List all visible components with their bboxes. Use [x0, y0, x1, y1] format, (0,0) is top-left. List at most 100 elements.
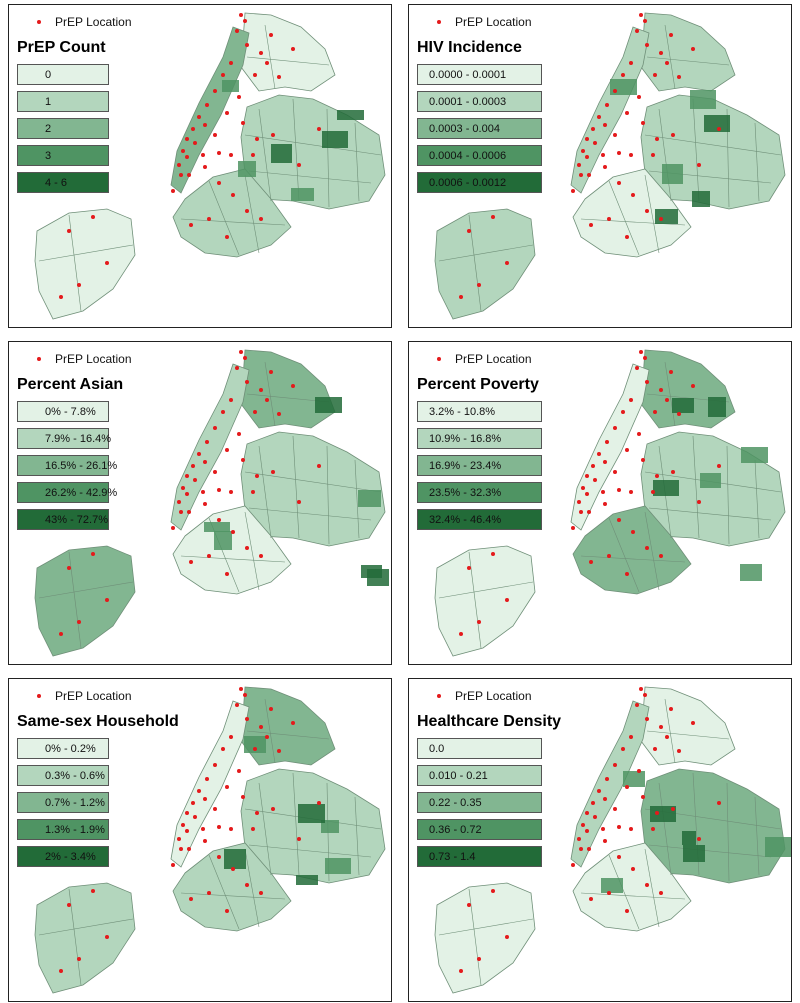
prep-location-marker — [631, 867, 635, 871]
prep-location-marker — [291, 721, 295, 725]
district-line — [208, 854, 240, 930]
prep-location-marker — [193, 141, 197, 145]
prep-location-marker — [491, 889, 495, 893]
borough-map — [434, 349, 786, 657]
prep-location-marker — [579, 173, 583, 177]
prep-location-marker — [459, 632, 463, 636]
prep-location-marker — [225, 111, 229, 115]
prep-location-marker — [653, 73, 657, 77]
prep-location-marker — [601, 490, 605, 494]
prep-location-marker — [659, 725, 663, 729]
district-line — [264, 698, 276, 764]
prep-location-marker — [251, 827, 255, 831]
district-line — [248, 844, 372, 858]
prep-location-marker — [717, 127, 721, 131]
prep-location-marker — [297, 163, 301, 167]
prep-location-dot-icon — [437, 693, 441, 698]
prep-location-marker — [585, 811, 589, 815]
borough-staten — [434, 208, 536, 320]
district-highlight — [672, 398, 694, 413]
legend-swatch — [417, 509, 542, 530]
prep-location-dot-icon — [437, 356, 441, 361]
district-highlight — [244, 736, 266, 753]
district-line — [580, 555, 686, 563]
prep-location-marker — [589, 560, 593, 564]
district-highlight — [271, 144, 292, 163]
prep-location-marker — [577, 837, 581, 841]
prep-location-marker — [259, 554, 263, 558]
borough-map — [434, 686, 791, 994]
district-highlight — [765, 837, 791, 857]
legend-label: 0% - 7.8% — [45, 406, 96, 418]
prep-location-marker — [637, 95, 641, 99]
district-highlight — [682, 831, 696, 845]
prep-location-marker — [213, 807, 217, 811]
prep-location-marker — [591, 127, 595, 131]
prep-location-marker — [213, 89, 217, 93]
district-highlight — [650, 806, 676, 822]
prep-location-marker — [585, 155, 589, 159]
district-line — [646, 730, 730, 740]
prep-location-marker — [605, 777, 609, 781]
prep-location-legend: PrEP Location — [37, 15, 132, 29]
district-highlight — [298, 804, 325, 823]
district-line — [180, 218, 286, 226]
legend-swatch — [417, 765, 542, 786]
prep-location-marker — [229, 61, 233, 65]
map-panel-healthcare-density: PrEP Location Healthcare Density 0.0 0.0… — [408, 678, 792, 1002]
district-line — [644, 511, 660, 591]
district-line — [646, 56, 730, 66]
prep-location-marker — [625, 572, 629, 576]
prep-location-marker — [581, 486, 585, 490]
prep-location-marker — [189, 897, 193, 901]
prep-location-marker — [645, 43, 649, 47]
prep-location-marker — [613, 807, 617, 811]
prep-location-marker — [629, 490, 633, 494]
prep-location-marker — [241, 121, 245, 125]
prep-location-marker — [221, 73, 225, 77]
district-line — [664, 361, 676, 427]
prep-location-marker — [603, 502, 607, 506]
prep-location-marker — [185, 474, 189, 478]
prep-location-marker — [105, 261, 109, 265]
prep-location-marker — [653, 747, 657, 751]
prep-location-marker — [717, 801, 721, 805]
prep-location-marker — [177, 837, 181, 841]
prep-location-marker — [59, 632, 63, 636]
borough-manhattan — [570, 363, 650, 531]
prep-location-marker — [659, 891, 663, 895]
prep-location-marker — [651, 153, 655, 157]
district-line — [658, 108, 672, 202]
district-line — [664, 698, 676, 764]
prep-location-marker — [269, 370, 273, 374]
prep-location-marker — [603, 460, 607, 464]
district-line — [38, 581, 134, 599]
prep-location-marker — [203, 123, 207, 127]
prep-location-marker — [171, 526, 175, 530]
prep-location-marker — [589, 223, 593, 227]
prep-location-marker — [185, 155, 189, 159]
borough-staten — [34, 545, 136, 657]
map-panel-prep-count: PrEP Location PrEP Count 0 1 2 3 4 - 6 — [8, 4, 392, 328]
prep-location-marker — [193, 815, 197, 819]
prep-location-marker — [245, 43, 249, 47]
prep-location-marker — [639, 350, 643, 354]
prep-location-marker — [607, 554, 611, 558]
prep-location-marker — [639, 13, 643, 17]
prep-location-marker — [665, 398, 669, 402]
panel-title: Percent Poverty — [417, 376, 539, 393]
district-line — [438, 244, 534, 262]
prep-location-marker — [585, 829, 589, 833]
prep-location-marker — [251, 490, 255, 494]
prep-location-marker — [617, 151, 621, 155]
borough-manhattan — [170, 363, 250, 531]
prep-location-marker — [677, 749, 681, 753]
prep-location-marker — [271, 470, 275, 474]
prep-location-marker — [593, 141, 597, 145]
prep-location-marker — [579, 847, 583, 851]
legend-swatch — [417, 482, 542, 503]
district-line — [258, 782, 272, 876]
legend-swatch — [17, 64, 109, 85]
prep-location-marker — [255, 811, 259, 815]
legend-label: 0.0 — [429, 743, 445, 755]
